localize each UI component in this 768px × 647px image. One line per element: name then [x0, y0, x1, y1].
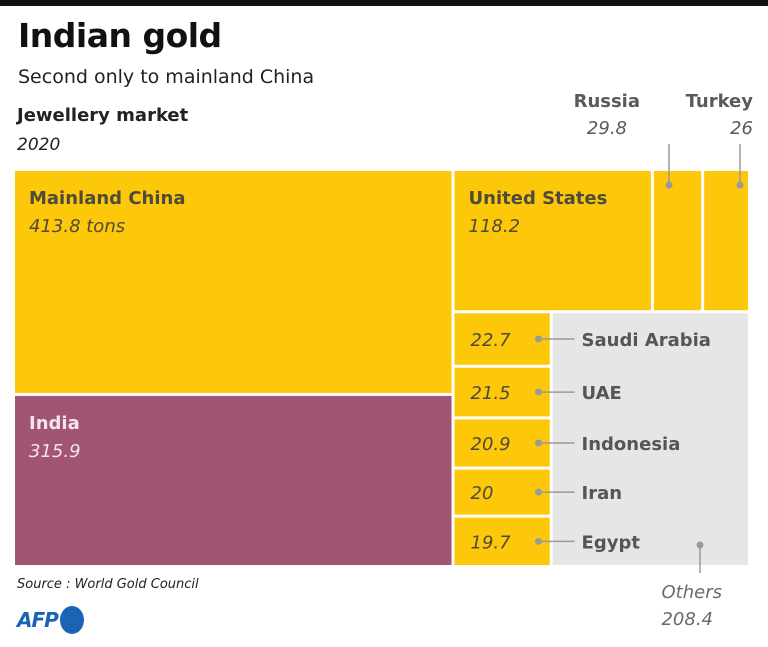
label-value-united-states: 118.2	[469, 216, 521, 237]
afp-logo-text: AFP	[17, 608, 59, 632]
label-name-mainland-china: Mainland China	[29, 188, 185, 209]
leader-dot-turkey	[736, 181, 744, 189]
chart-subtitle: Second only to mainland China	[18, 66, 315, 88]
label-value-turkey: 26	[730, 118, 753, 139]
top-rule	[0, 0, 768, 6]
label-value-uae: 21.5	[471, 383, 511, 404]
label-value-india: 315.9	[29, 441, 81, 462]
label-value-iran: 20	[471, 483, 494, 504]
treemap-cell-turkey	[704, 171, 748, 311]
treemap-cell-india	[15, 395, 452, 565]
treemap-cell-iran	[454, 469, 550, 515]
label-name-russia: Russia	[574, 91, 640, 112]
treemap-cell-uae	[454, 367, 550, 417]
label-value-mainland-china: 413.8 tons	[29, 216, 125, 237]
afp-logo: AFP	[17, 606, 84, 634]
treemap-cell-indonesia	[454, 419, 550, 467]
label-name-others: Others	[662, 582, 723, 603]
year-label: 2020	[17, 135, 61, 155]
label-value-others: 208.4	[661, 609, 713, 630]
leader-dot-russia	[665, 181, 673, 189]
label-name-uae: UAE	[582, 383, 622, 404]
label-name-saudi-arabia: Saudi Arabia	[582, 330, 711, 351]
treemap-cell-united-states	[454, 171, 651, 311]
treemap-cell-others	[552, 313, 748, 565]
treemap-cell-mainland-china	[15, 171, 452, 393]
label-name-india: India	[29, 413, 80, 434]
label-value-saudi-arabia: 22.7	[471, 330, 512, 351]
label-value-russia: 29.8	[587, 118, 627, 139]
label-value-indonesia: 20.9	[471, 434, 511, 455]
treemap-cell-saudi-arabia	[454, 313, 550, 365]
label-name-egypt: Egypt	[582, 532, 641, 553]
label-name-united-states: United States	[469, 188, 608, 209]
label-name-turkey: Turkey	[686, 91, 754, 112]
source-note: Source : World Gold Council	[17, 577, 199, 592]
chart-title: Indian gold	[18, 16, 222, 55]
label-name-indonesia: Indonesia	[582, 434, 681, 455]
metric-label: Jewellery market	[17, 105, 189, 126]
treemap-cell-egypt	[454, 517, 550, 565]
label-name-iran: Iran	[582, 483, 623, 504]
label-value-egypt: 19.7	[471, 532, 512, 553]
treemap-cell-russia	[653, 171, 702, 311]
afp-logo-dot-icon	[59, 606, 84, 634]
